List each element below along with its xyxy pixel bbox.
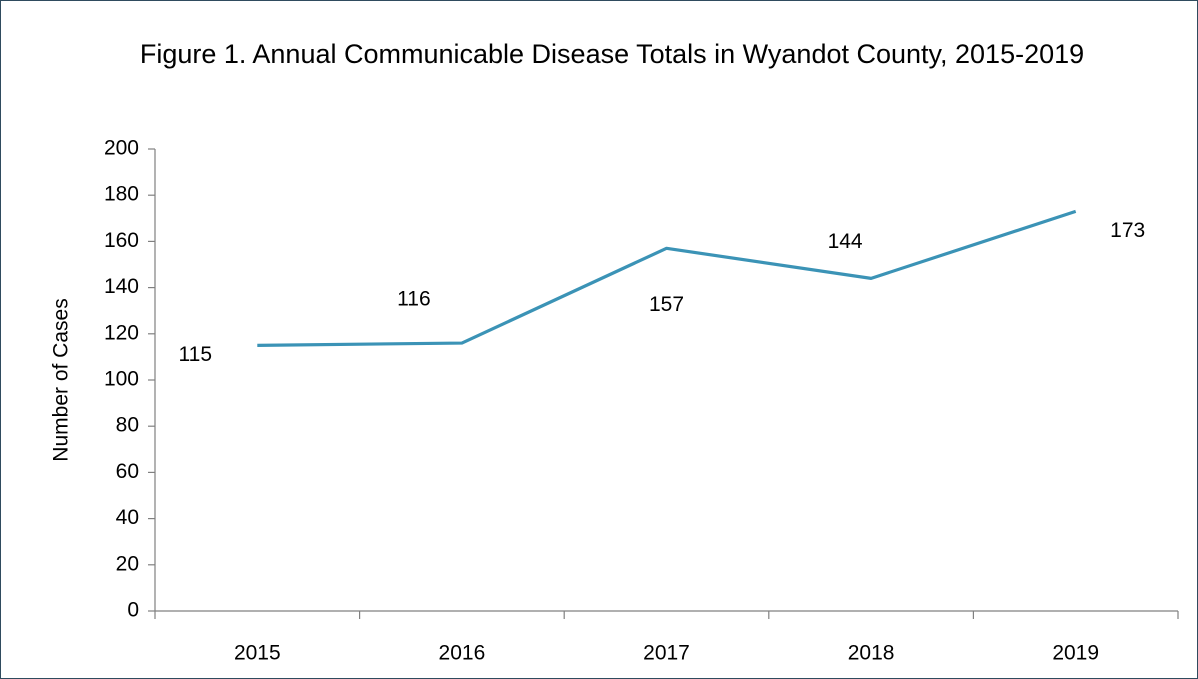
y-tick-label: 120 (104, 321, 139, 344)
y-tick-label: 40 (116, 506, 139, 529)
line-series (257, 209, 1077, 347)
y-tick-label: 0 (127, 599, 139, 622)
y-axis-label: Number of Cases (50, 298, 73, 461)
data-label: 144 (828, 230, 863, 253)
x-tick-label: 2016 (439, 642, 486, 665)
x-tick-label: 2017 (643, 642, 690, 665)
y-tick-label: 20 (116, 552, 139, 575)
x-tick-label: 2018 (848, 642, 895, 665)
chart-title: Figure 1. Annual Communicable Disease To… (139, 39, 1085, 69)
y-tick-label: 200 (104, 137, 139, 160)
data-label: 115 (179, 343, 212, 366)
data-label: 116 (397, 288, 430, 311)
y-tick-label: 180 (104, 183, 139, 206)
y-tick-label: 100 (104, 368, 139, 391)
y-tick-label: 60 (116, 460, 139, 483)
data-label: 173 (1110, 219, 1145, 242)
y-tick-label: 140 (104, 275, 139, 298)
y-tick-label: 160 (104, 229, 139, 252)
y-tick-label: 80 (116, 414, 139, 437)
x-tick-label: 2015 (234, 642, 281, 665)
data-label: 157 (649, 293, 684, 316)
x-tick-label: 2019 (1052, 642, 1099, 665)
